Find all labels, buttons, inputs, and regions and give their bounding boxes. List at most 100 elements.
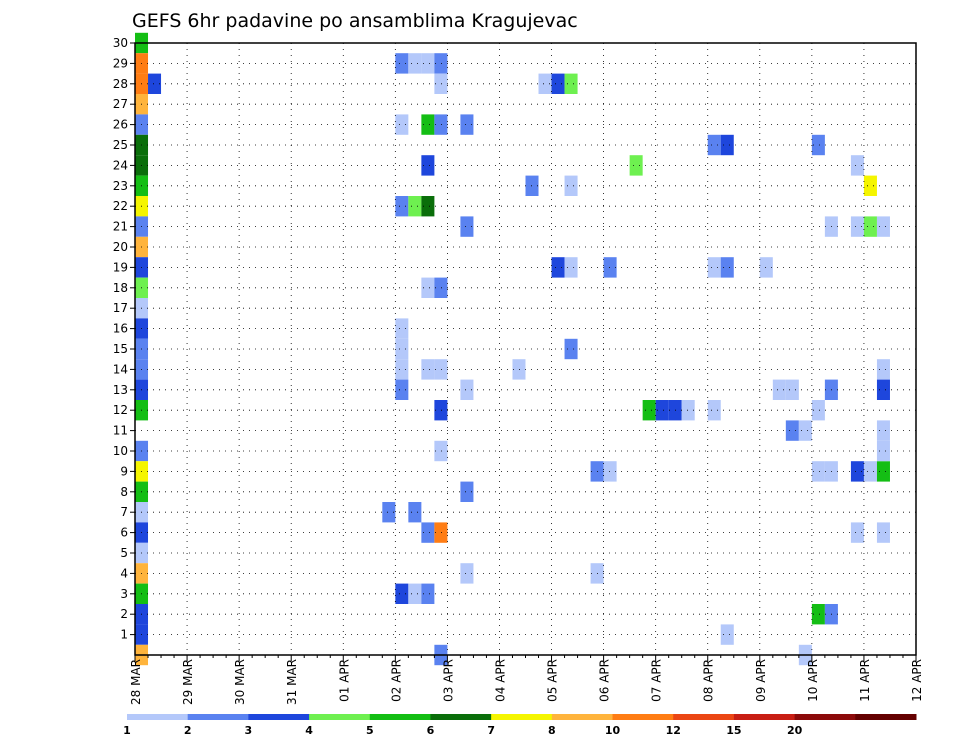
x-tick-label: 01 APR xyxy=(337,659,351,702)
y-tick-label: 7 xyxy=(120,505,128,519)
precip-cell xyxy=(564,338,578,360)
colorbar-tick-label: 8 xyxy=(548,724,556,737)
x-tick-label: 12 APR xyxy=(910,659,924,702)
colorbar-tick-label: 6 xyxy=(427,724,435,737)
colorbar-tick-label: 1 xyxy=(123,724,131,737)
precip-cell xyxy=(434,440,448,462)
precip-cell xyxy=(421,522,435,543)
y-tick-label: 30 xyxy=(113,36,128,50)
x-tick-label: 04 APR xyxy=(494,659,508,702)
colorbar-swatch xyxy=(855,714,917,720)
heatmap-cells xyxy=(135,32,890,666)
colorbar-tick-label: 15 xyxy=(726,724,741,737)
precip-cell xyxy=(811,461,825,482)
precip-cell xyxy=(408,53,422,74)
colorbar-tick-label: 20 xyxy=(787,724,803,737)
y-tick-label: 10 xyxy=(113,444,128,458)
x-tick-label: 31 MAR xyxy=(285,659,299,705)
colorbar-tick-label: 7 xyxy=(487,724,495,737)
x-tick-label: 11 APR xyxy=(858,659,872,702)
x-tick-label: 30 MAR xyxy=(233,659,247,705)
colorbar-swatch xyxy=(612,714,674,720)
precip-cell xyxy=(408,583,422,604)
colorbar-swatch xyxy=(491,714,553,720)
x-axis: 28 MAR 29 MAR 30 MAR 31 MAR 01 APR 02 APR 03 A… xyxy=(129,655,924,705)
x-tick-label: 09 APR xyxy=(754,659,768,702)
y-tick-label: 22 xyxy=(113,199,128,213)
grid-lines xyxy=(135,42,916,655)
y-tick-label: 27 xyxy=(113,97,128,111)
precip-cell xyxy=(876,440,890,462)
colorbar-swatch xyxy=(733,714,796,720)
y-axis: 1234567891011121314151617181920212223242… xyxy=(113,36,135,642)
y-tick-label: 28 xyxy=(113,77,128,91)
x-tick-label: 07 APR xyxy=(650,659,664,702)
precip-cell xyxy=(421,583,435,604)
precip-cell xyxy=(395,379,409,400)
precip-cell xyxy=(395,359,409,380)
precip-cell xyxy=(863,175,877,196)
precip-cell xyxy=(811,604,825,625)
precip-cell xyxy=(460,216,474,237)
y-tick-label: 24 xyxy=(113,158,128,172)
x-tick-label: 29 MAR xyxy=(181,659,195,705)
x-tick-label: 10 APR xyxy=(806,659,820,702)
precip-cell xyxy=(421,196,435,217)
precip-cell xyxy=(850,216,864,237)
precip-cell xyxy=(720,134,734,156)
y-tick-label: 21 xyxy=(113,220,128,234)
colorbar-swatch xyxy=(187,714,249,720)
y-tick-label: 6 xyxy=(120,526,128,540)
precip-cell xyxy=(564,73,578,94)
precip-cell xyxy=(395,318,409,339)
colorbar-tick-label: 5 xyxy=(366,724,374,737)
precip-cell xyxy=(811,134,825,156)
y-tick-label: 8 xyxy=(120,485,128,499)
y-tick-label: 29 xyxy=(113,56,128,70)
precip-cell xyxy=(408,502,422,523)
precip-cell xyxy=(798,420,812,441)
y-tick-label: 20 xyxy=(113,240,128,254)
precip-cell xyxy=(421,277,435,298)
precip-cell xyxy=(395,114,409,135)
precip-cell xyxy=(434,114,448,135)
precip-cell xyxy=(850,522,864,543)
precip-cell xyxy=(395,196,409,217)
precip-cell xyxy=(863,461,877,482)
precip-cell xyxy=(707,400,721,421)
colorbar-swatch xyxy=(673,714,735,720)
precip-cell xyxy=(395,583,409,604)
precip-cell xyxy=(876,379,890,400)
x-tick-label: 03 APR xyxy=(441,659,455,702)
precip-cell xyxy=(811,400,825,421)
precip-cell xyxy=(629,155,643,176)
colorbar-swatch xyxy=(551,714,614,720)
precip-cell xyxy=(850,155,864,176)
y-tick-label: 9 xyxy=(120,464,128,478)
precip-cell xyxy=(460,379,474,400)
precip-cell xyxy=(564,175,578,196)
precip-cell xyxy=(707,257,721,278)
precip-cell xyxy=(434,359,448,380)
precip-cell xyxy=(512,359,526,380)
colorbar-tick-label: 3 xyxy=(245,724,253,737)
precip-cell xyxy=(408,196,422,217)
x-tick-label: 02 APR xyxy=(389,659,403,702)
y-tick-label: 23 xyxy=(113,179,128,193)
precip-cell xyxy=(863,216,877,237)
precip-cell xyxy=(876,359,890,380)
y-tick-label: 5 xyxy=(120,546,128,560)
precip-cell xyxy=(850,461,864,482)
y-tick-label: 4 xyxy=(120,566,128,580)
precip-cell xyxy=(603,257,617,278)
precip-cell xyxy=(538,73,552,94)
precip-cell xyxy=(395,53,409,74)
x-tick-label: 08 APR xyxy=(702,659,716,702)
y-tick-label: 26 xyxy=(113,118,128,132)
precip-cell xyxy=(876,216,890,237)
y-tick-label: 15 xyxy=(113,342,128,356)
x-tick-label: 05 APR xyxy=(546,659,560,702)
y-tick-label: 1 xyxy=(120,628,128,642)
precip-cell xyxy=(395,338,409,360)
